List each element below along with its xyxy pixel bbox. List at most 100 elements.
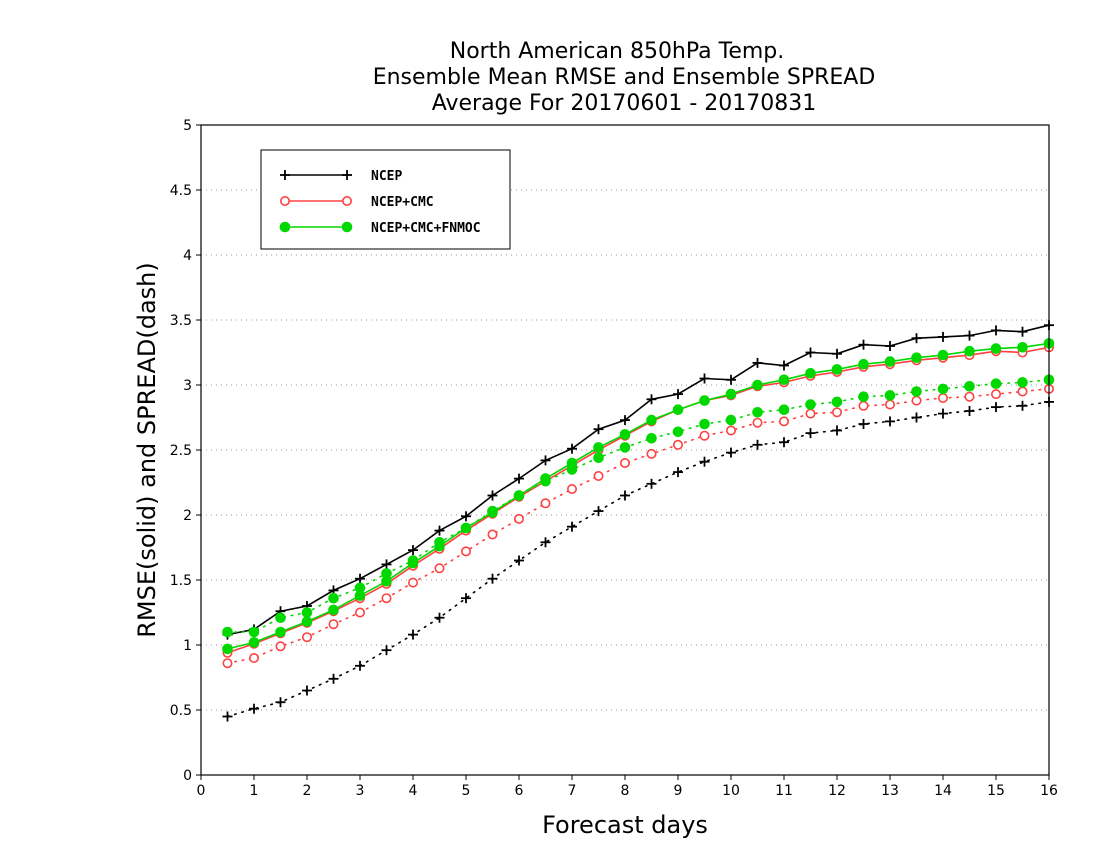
rmse-point-ncep: [1017, 326, 1028, 337]
spread-point-ncep-cmc-fnmoc: [460, 522, 472, 534]
x-tick-label: 14: [934, 783, 952, 799]
x-tick-label: 10: [722, 783, 740, 799]
legend: NCEP NCEP+CMC NCEP+CMC+FNMOC: [260, 149, 511, 250]
spread-point-ncep-cmc: [434, 563, 445, 574]
rmse-point-ncep-cmc-fnmoc: [778, 374, 790, 386]
rmse-point-ncep-cmc-fnmoc: [884, 356, 896, 367]
spread-point-ncep-cmc-fnmoc: [566, 464, 578, 475]
spread-point-ncep-cmc-fnmoc: [884, 390, 896, 401]
spread-point-ncep-cmc: [752, 417, 763, 428]
rmse-point-ncep-cmc-fnmoc: [222, 643, 233, 655]
x-tick-label: 12: [828, 783, 846, 799]
chart-title-line-1: North American 850hPa Temp.: [450, 39, 785, 64]
spread-point-ncep: [355, 660, 365, 671]
spread-point-ncep: [938, 408, 948, 419]
spread-point-ncep: [911, 412, 922, 423]
spread-point-ncep-cmc: [513, 513, 524, 524]
rmse-point-ncep-cmc-fnmoc: [911, 352, 922, 364]
spread-line-ncep-cmc-fnmoc: [226, 378, 1050, 633]
rmse-point-ncep: [461, 511, 471, 522]
spread-point-ncep: [222, 711, 233, 722]
spread-point-ncep: [275, 697, 286, 708]
spread-point-ncep-cmc: [354, 607, 365, 618]
rmse-point-ncep-cmc-fnmoc: [328, 604, 339, 616]
x-tick-label: 16: [1040, 783, 1058, 799]
spread-point-ncep: [461, 593, 471, 604]
x-tick-label: 5: [462, 783, 471, 799]
y-tick-label: 3.5: [170, 313, 192, 329]
spread-point-ncep-cmc: [911, 395, 922, 406]
rmse-point-ncep: [726, 374, 736, 385]
spread-point-ncep: [487, 573, 498, 584]
rmse-point-ncep: [646, 394, 657, 405]
rmse-point-ncep-cmc-fnmoc: [646, 414, 657, 426]
legend-box: [260, 149, 511, 250]
spread-point-ncep-cmc-fnmoc: [858, 391, 869, 403]
spread-point-ncep-cmc-fnmoc: [248, 626, 260, 638]
spread-point-ncep-cmc-fnmoc: [1017, 377, 1028, 388]
spread-point-ncep: [540, 537, 551, 548]
rmse-point-ncep-cmc-fnmoc: [699, 395, 710, 406]
y-axis-label: RMSE(solid) and SPREAD(dash): [133, 262, 161, 638]
rmse-point-ncep-cmc-fnmoc: [1017, 342, 1028, 353]
spread-point-ncep-cmc: [407, 577, 418, 588]
spread-point-ncep-cmc-fnmoc: [911, 386, 922, 397]
series-layer: [222, 320, 1055, 722]
rmse-point-ncep: [593, 424, 604, 435]
spread-point-ncep: [1017, 400, 1028, 411]
spread-point-ncep: [302, 685, 312, 696]
spread-point-ncep-cmc: [1017, 386, 1028, 397]
rmse-point-ncep-cmc-fnmoc: [672, 404, 684, 416]
spread-point-ncep: [328, 673, 339, 684]
legend-marker-left-ncep-cmc-fnmoc: [279, 221, 291, 233]
legend-marker-left-ncep: [280, 170, 290, 180]
spread-point-ncep: [514, 555, 524, 566]
spread-point-ncep-cmc: [566, 483, 577, 494]
x-tick-label: 2: [303, 783, 312, 799]
spread-point-ncep-cmc: [328, 619, 339, 630]
chart-title-line-3: Average For 20170601 - 20170831: [432, 91, 817, 116]
rmse-point-ncep: [858, 339, 869, 350]
y-tick-label: 3: [183, 378, 192, 394]
rmse-point-ncep: [991, 325, 1001, 336]
x-tick-label: 8: [621, 783, 630, 799]
rmse-point-ncep: [487, 490, 498, 501]
spread-point-ncep-cmc: [381, 593, 392, 604]
chart-title: North American 850hPa Temp. Ensemble Mea…: [373, 39, 876, 116]
rmse-point-ncep-cmc-fnmoc: [248, 637, 260, 648]
legend-label-ncep-cmc-fnmoc: NCEP+CMC+FNMOC: [371, 221, 481, 236]
spread-point-ncep-cmc: [805, 408, 816, 419]
rmse-point-ncep-cmc-fnmoc: [619, 429, 631, 440]
legend-marker-right-ncep-cmc: [341, 196, 352, 207]
spread-point-ncep: [434, 612, 445, 623]
spread-point-ncep-cmc: [540, 498, 551, 509]
spread-point-ncep-cmc-fnmoc: [672, 426, 684, 438]
rmse-point-ncep: [620, 415, 630, 426]
spread-point-ncep: [699, 456, 710, 467]
spread-point-ncep: [593, 506, 604, 517]
rmse-point-ncep: [911, 333, 922, 344]
x-tick-label: 9: [674, 783, 683, 799]
spread-point-ncep-cmc: [301, 632, 312, 643]
spread-point-ncep-cmc: [884, 399, 895, 410]
x-tick-label: 7: [568, 783, 577, 799]
spread-point-ncep-cmc: [249, 652, 260, 663]
spread-point-ncep-cmc: [937, 392, 948, 403]
spread-point-ncep-cmc-fnmoc: [990, 378, 1002, 390]
spread-point-ncep: [381, 645, 392, 656]
rmse-point-ncep-cmc-fnmoc: [275, 626, 286, 638]
spread-point-ncep-cmc-fnmoc: [752, 407, 763, 418]
rmse-point-ncep: [752, 357, 763, 368]
spread-point-ncep-cmc-fnmoc: [487, 505, 498, 517]
spread-point-ncep: [673, 467, 683, 478]
y-tick-label: 5: [183, 118, 192, 134]
spread-point-ncep-cmc-fnmoc: [725, 414, 737, 426]
rmse-point-ncep: [434, 525, 445, 536]
spread-point-ncep: [991, 402, 1001, 413]
spread-point-ncep-cmc-fnmoc: [646, 433, 657, 444]
rmse-point-ncep-cmc-fnmoc: [831, 364, 843, 375]
spread-point-ncep: [805, 428, 816, 439]
spread-point-ncep: [964, 406, 975, 416]
spread-point-ncep-cmc-fnmoc: [275, 612, 286, 624]
